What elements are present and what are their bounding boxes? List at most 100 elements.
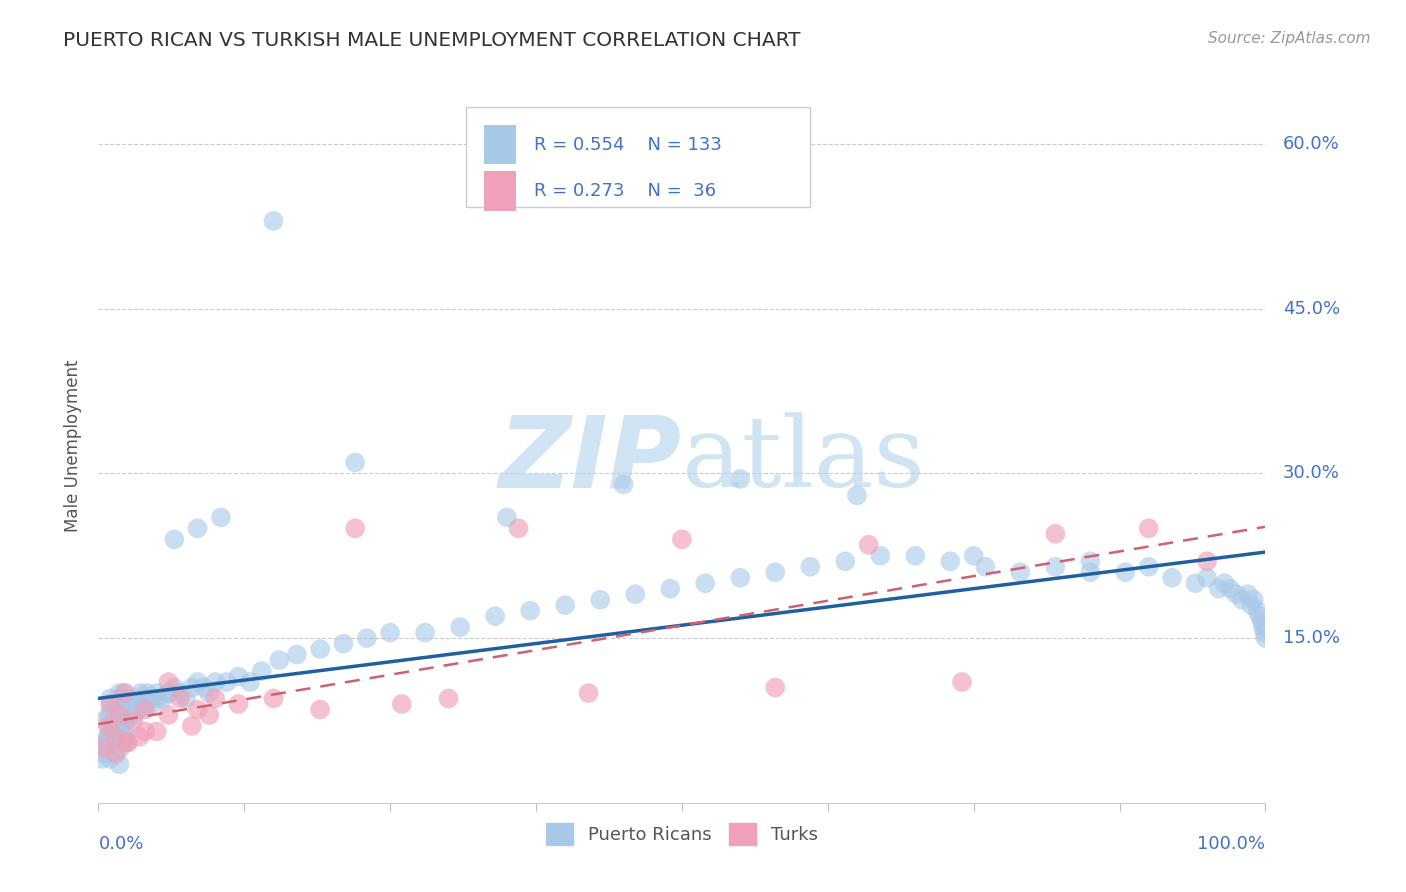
Point bbox=[1184, 576, 1206, 591]
Point bbox=[356, 631, 378, 645]
Point bbox=[763, 681, 786, 695]
Point bbox=[198, 686, 221, 700]
Point bbox=[125, 691, 148, 706]
Point bbox=[97, 719, 120, 733]
Point bbox=[97, 730, 120, 744]
Point bbox=[104, 747, 127, 761]
Point bbox=[112, 735, 135, 749]
Point bbox=[484, 609, 506, 624]
Point bbox=[449, 620, 471, 634]
Point bbox=[93, 740, 115, 755]
Point bbox=[157, 708, 180, 723]
Text: R = 0.273    N =  36: R = 0.273 N = 36 bbox=[534, 182, 716, 200]
Point bbox=[117, 714, 139, 728]
Point bbox=[1251, 615, 1274, 629]
Point bbox=[117, 735, 139, 749]
Point bbox=[1213, 576, 1236, 591]
Point bbox=[98, 697, 121, 711]
Point bbox=[180, 681, 202, 695]
Point bbox=[1249, 609, 1271, 624]
Point bbox=[105, 724, 128, 739]
Point bbox=[1080, 566, 1102, 580]
Point bbox=[846, 488, 869, 502]
Point bbox=[152, 691, 174, 706]
Point bbox=[112, 686, 135, 700]
Point bbox=[129, 686, 152, 700]
Point bbox=[730, 571, 752, 585]
Point bbox=[239, 675, 262, 690]
Point bbox=[228, 697, 250, 711]
Point bbox=[391, 697, 413, 711]
Point bbox=[107, 702, 129, 716]
Point bbox=[204, 691, 226, 706]
Point bbox=[127, 702, 149, 716]
Point bbox=[174, 691, 197, 706]
Point bbox=[1137, 521, 1160, 535]
Point bbox=[111, 730, 134, 744]
Point bbox=[103, 719, 125, 733]
Point bbox=[262, 214, 284, 228]
Point bbox=[96, 735, 118, 749]
Point bbox=[578, 686, 600, 700]
Point bbox=[695, 576, 717, 591]
Point bbox=[613, 477, 636, 491]
Point bbox=[117, 735, 139, 749]
Point bbox=[98, 691, 121, 706]
Point bbox=[111, 697, 134, 711]
Point bbox=[763, 566, 786, 580]
Point bbox=[187, 675, 209, 690]
Point bbox=[104, 714, 127, 728]
Point bbox=[94, 714, 117, 728]
Point bbox=[146, 686, 169, 700]
Point bbox=[104, 730, 127, 744]
Point bbox=[117, 708, 139, 723]
Point bbox=[91, 747, 114, 761]
Point bbox=[1240, 598, 1263, 612]
Point bbox=[250, 664, 273, 678]
Point bbox=[157, 675, 180, 690]
Point bbox=[101, 735, 124, 749]
Point bbox=[962, 549, 984, 563]
Point bbox=[104, 724, 127, 739]
Point bbox=[671, 533, 693, 547]
Point bbox=[904, 549, 927, 563]
Point bbox=[730, 472, 752, 486]
Point bbox=[97, 708, 120, 723]
Point bbox=[132, 691, 155, 706]
Point bbox=[118, 702, 141, 716]
Point bbox=[834, 554, 856, 568]
Point bbox=[108, 686, 131, 700]
Text: 15.0%: 15.0% bbox=[1282, 629, 1340, 647]
Y-axis label: Male Unemployment: Male Unemployment bbox=[65, 359, 83, 533]
Text: 45.0%: 45.0% bbox=[1282, 300, 1340, 318]
Point bbox=[380, 625, 402, 640]
Point bbox=[193, 681, 215, 695]
Point bbox=[180, 719, 202, 733]
Point bbox=[122, 714, 145, 728]
Point bbox=[117, 702, 139, 716]
Point bbox=[128, 702, 150, 716]
Point bbox=[508, 521, 530, 535]
Point bbox=[163, 533, 186, 547]
Point bbox=[344, 455, 367, 469]
Point bbox=[187, 702, 209, 716]
Point bbox=[332, 637, 354, 651]
Point bbox=[1254, 631, 1277, 645]
Point bbox=[169, 686, 191, 700]
Point bbox=[122, 708, 145, 723]
Point bbox=[285, 648, 308, 662]
Legend: Puerto Ricans, Turks: Puerto Ricans, Turks bbox=[537, 814, 827, 855]
Point bbox=[157, 686, 180, 700]
Point bbox=[90, 752, 112, 766]
Point bbox=[1080, 554, 1102, 568]
Point bbox=[141, 697, 163, 711]
Point bbox=[104, 747, 127, 761]
Point bbox=[1208, 582, 1230, 596]
Point bbox=[519, 604, 541, 618]
Point bbox=[1237, 587, 1260, 601]
Point bbox=[108, 708, 131, 723]
Point bbox=[554, 598, 576, 612]
Point bbox=[187, 521, 209, 535]
Point bbox=[122, 697, 145, 711]
Point bbox=[101, 719, 124, 733]
